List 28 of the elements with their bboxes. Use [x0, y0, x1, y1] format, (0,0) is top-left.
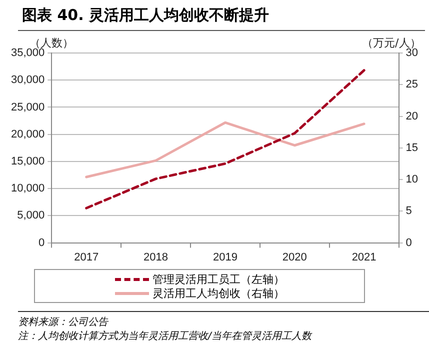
- y-tick-label: 5,000: [17, 210, 45, 222]
- y2-tick-label: 0: [406, 236, 412, 249]
- y-axis-title: （人数）: [30, 36, 74, 50]
- x-tick-label: 2020: [282, 251, 307, 264]
- legend-label: 灵活用工人均创收（右轴）: [152, 286, 284, 300]
- y-tick-label: 0: [38, 236, 45, 249]
- y2-tick-label: 15: [406, 142, 418, 154]
- line-series: [85, 69, 366, 210]
- y2-tick-label: 30: [406, 47, 418, 60]
- x-tick-label: 2021: [352, 251, 376, 264]
- y-tick-label: 15,000: [10, 155, 45, 168]
- x-tick-label: 2018: [144, 251, 168, 264]
- legend-label: 管理灵活用工员工（左轴）: [152, 272, 284, 286]
- y-tick-label: 20,000: [10, 128, 45, 140]
- text: 注：人均创收计算方式为当年灵活用工营收/当年在管灵活用工人数: [18, 330, 314, 343]
- y-tick-label: 30,000: [10, 74, 45, 86]
- y2-tick-label: 10: [406, 174, 418, 186]
- y-tick-label: 25,000: [10, 101, 45, 114]
- x-tick-label: 2019: [212, 251, 238, 264]
- y-tick-label: 35,000: [10, 47, 45, 60]
- chart-title: 图表 40. 灵活用工人均创收不断提升: [18, 0, 425, 31]
- y2-tick-label: 5: [406, 205, 412, 218]
- y-tick-label: 10,000: [10, 182, 45, 195]
- y2-axis-title: （万元/人）: [362, 36, 421, 50]
- text: 资料来源：公司公告: [18, 316, 110, 329]
- y2-tick-label: 20: [406, 110, 418, 122]
- x-tick-label: 2017: [74, 251, 99, 264]
- y2-tick-label: 25: [406, 78, 418, 91]
